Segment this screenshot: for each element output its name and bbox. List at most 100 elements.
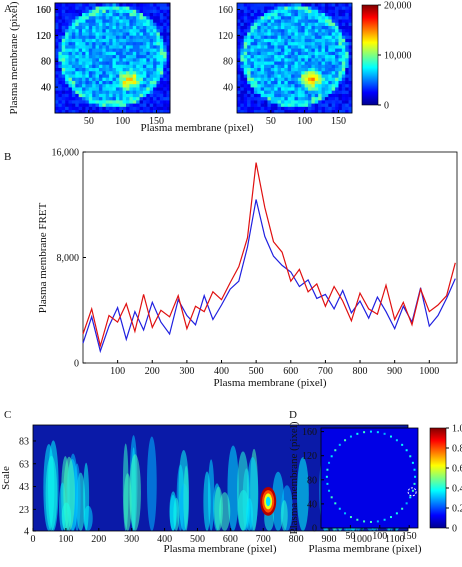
image-pixel [287, 9, 292, 14]
image-pixel [71, 83, 76, 88]
image-pixel [243, 61, 248, 65]
image-pixel [348, 90, 353, 94]
image-pixel [132, 83, 137, 88]
image-pixel [88, 106, 93, 111]
image-pixel [294, 41, 299, 46]
image-pixel [68, 80, 73, 85]
image-pixel [119, 58, 123, 62]
image-pixel [112, 74, 117, 78]
image-pixel [156, 32, 161, 36]
image-pixel [55, 100, 59, 104]
image-pixel [284, 15, 289, 20]
image-pixel [311, 70, 316, 75]
image-pixel [264, 3, 268, 7]
image-pixel [267, 106, 272, 111]
image-pixel [267, 3, 272, 7]
image-pixel [297, 19, 302, 23]
image-pixel [122, 54, 127, 59]
image-pixel [82, 45, 86, 49]
y-tick-label: 40 [41, 83, 51, 94]
image-pixel [88, 93, 93, 98]
image-pixel [153, 90, 157, 94]
image-pixel [55, 54, 59, 59]
image-pixel [98, 48, 103, 52]
image-pixel [105, 77, 110, 81]
image-pixel [115, 51, 120, 56]
image-pixel [163, 87, 167, 91]
image-pixel [109, 58, 113, 62]
image-pixel [105, 70, 110, 75]
image-pixel [318, 90, 322, 94]
image-pixel [250, 100, 255, 104]
image-pixel [335, 51, 339, 56]
image-pixel [105, 109, 110, 114]
image-pixel [166, 83, 171, 88]
image-pixel [250, 6, 255, 10]
image-pixel [304, 61, 309, 65]
image-pixel [95, 80, 100, 85]
image-pixel [250, 15, 255, 20]
image-pixel [274, 6, 278, 10]
image-dot [401, 507, 404, 510]
image-pixel [105, 45, 110, 49]
image-pixel [260, 22, 265, 26]
image-pixel [153, 64, 157, 69]
image-pixel [129, 103, 134, 107]
image-pixel [264, 6, 268, 10]
image-pixel [348, 22, 353, 26]
image-pixel [277, 41, 282, 46]
image-pixel [132, 100, 137, 104]
image-pixel [301, 38, 305, 43]
image-dot [383, 518, 386, 521]
image-dot [411, 489, 414, 492]
y-tick-label: 8,000 [57, 253, 80, 264]
image-pixel [348, 54, 353, 59]
image-pixel [115, 80, 120, 85]
image-pixel [345, 83, 349, 88]
image-pixel [68, 67, 73, 72]
image-pixel [318, 87, 322, 91]
image-pixel [237, 83, 241, 88]
image-pixel [291, 64, 295, 69]
image-pixel [88, 67, 93, 72]
image-pixel [257, 54, 261, 59]
image-pixel [321, 38, 326, 43]
image-pixel [287, 106, 292, 111]
image-pixel [240, 109, 245, 114]
image-pixel [149, 100, 154, 104]
image-pixel [105, 9, 110, 14]
image-pixel [136, 80, 140, 85]
image-pixel [294, 19, 299, 23]
image-pixel [247, 28, 251, 33]
image-pixel [115, 70, 120, 75]
image-pixel [149, 25, 154, 30]
image-pixel [112, 87, 117, 91]
image-pixel [119, 25, 123, 30]
image-pixel [331, 109, 336, 114]
image-pixel [68, 64, 73, 69]
image-pixel [294, 61, 299, 65]
image-pixel [92, 96, 96, 101]
image-pixel [105, 48, 110, 52]
image-pixel [71, 58, 76, 62]
image-pixel [253, 25, 258, 30]
image-pixel [163, 54, 167, 59]
image-pixel [308, 87, 312, 91]
image-pixel [277, 15, 282, 20]
image-pixel [341, 58, 346, 62]
image-pixel [291, 22, 295, 26]
image-pixel [277, 25, 282, 30]
image-pixel [55, 106, 59, 111]
image-pixel [149, 6, 154, 10]
image-pixel [335, 67, 339, 72]
image-pixel [142, 41, 147, 46]
image-pixel [159, 54, 164, 59]
image-pixel [264, 67, 268, 72]
image-pixel [71, 51, 76, 56]
image-pixel [345, 51, 349, 56]
image-pixel [61, 28, 66, 33]
image-pixel [291, 35, 295, 39]
image-pixel [270, 41, 275, 46]
image-pixel [159, 103, 164, 107]
